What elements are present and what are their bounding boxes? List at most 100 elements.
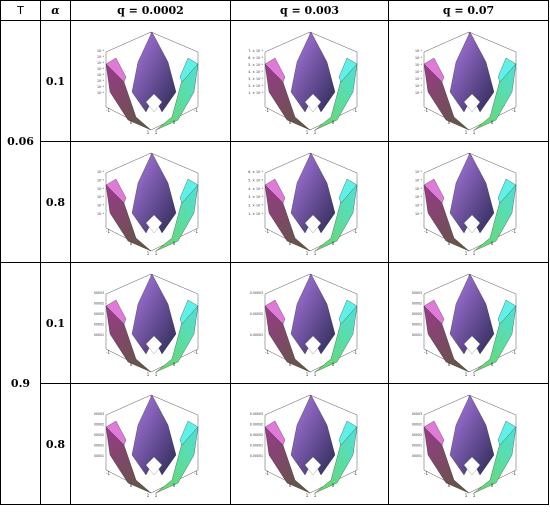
xy-tick-label: -1 <box>106 471 110 476</box>
surface-left-peak <box>423 420 444 446</box>
xy-tick-label: 1 <box>146 251 149 256</box>
plot-box-edge <box>105 394 151 416</box>
z-tick-label: 2. × 10⁻⁵ <box>248 84 263 88</box>
xy-tick-label: 1 <box>472 130 475 135</box>
z-tick-label: 0.00002 <box>249 433 262 437</box>
surface-valley <box>145 214 162 234</box>
header-alpha: α <box>40 0 71 21</box>
xy-tick-label: 1 <box>313 130 316 135</box>
surface-right-peak <box>338 57 357 83</box>
xy-tick-label: -1 <box>194 350 198 355</box>
xy-tick-label: 0 <box>447 483 450 488</box>
z-tick-label: 10⁻⁵ <box>414 212 422 216</box>
xy-tick-label: 1 <box>464 372 467 377</box>
surface-plot-graphic: 00003 00002 00002 00001 00001 -1 0 1 -1 0 1 <box>93 394 198 498</box>
t-value-cell: 0.06 <box>0 20 41 263</box>
plot-box-edge <box>309 31 357 53</box>
xy-tick-label: -1 <box>512 471 516 476</box>
z-tick-label: 10⁻⁵ <box>96 73 104 77</box>
surface-right-peak <box>179 178 198 204</box>
xy-tick-label: -1 <box>106 350 110 355</box>
surface-valley <box>463 456 480 476</box>
xy-tick-label: 0 <box>331 362 334 367</box>
xy-tick-label: 0 <box>172 241 175 246</box>
z-tick-label: 10⁻⁵ <box>414 91 422 95</box>
surface-plot-graphic: 7. × 10⁻⁵ 6. × 10⁻⁵ 5. × 10⁻⁵ 4. × 10⁻⁵ 3. ×… <box>248 31 357 135</box>
z-tick-label: 10⁻⁵ <box>96 212 104 216</box>
surface-right-peak <box>179 299 198 325</box>
results-table: T α q = 0.0002 q = 0.003 q = 0.07 0.06 0… <box>0 0 549 505</box>
z-tick-label: 5. × 10⁻⁵ <box>248 63 263 67</box>
xy-tick-label: 0 <box>331 241 334 246</box>
z-tick-label: 10⁻⁵ <box>96 85 104 89</box>
surface-left-peak <box>105 57 126 83</box>
z-tick-label: 00001 <box>93 323 103 327</box>
surface-plot-graphic: 6. × 10⁻⁵ 5. × 10⁻⁵ 4. × 10⁻⁵ 3. × 10⁻⁵ 2. ×… <box>248 152 357 256</box>
z-tick-label: 3. × 10⁻⁵ <box>248 195 263 199</box>
plot-box-edge <box>468 273 516 295</box>
xy-tick-label: 0 <box>490 362 493 367</box>
t-value-cell: 0.9 <box>0 262 41 505</box>
xy-tick-label: 0 <box>331 120 334 125</box>
xy-tick-label: -1 <box>353 350 357 355</box>
plot-box-edge <box>423 273 469 295</box>
xy-tick-label: -1 <box>512 350 516 355</box>
z-tick-label: 10⁻⁵ <box>96 187 104 191</box>
surface-plot-graphic: 00003 00002 00002 00001 00001 -1 0 1 -1 0 1 <box>93 273 198 377</box>
surface-valley <box>304 93 321 113</box>
header-q-2: q = 0.003 <box>230 0 389 21</box>
surface-plot-graphic: 10⁻⁵ 10⁻⁵ 10⁻⁵ 10⁻⁵ 10⁻⁵ 10⁻⁵ -1 0 1 -1 0 1 <box>414 152 516 256</box>
alpha-value-cell: 0.1 <box>40 262 71 384</box>
xy-tick-label: -1 <box>512 229 516 234</box>
surface-right-peak <box>497 178 516 204</box>
z-tick-label: 00002 <box>411 433 421 437</box>
z-tick-label: 00002 <box>93 302 103 306</box>
z-tick-label: 00002 <box>93 312 103 316</box>
z-tick-label: 10⁻⁵ <box>414 187 422 191</box>
xy-tick-label: -1 <box>106 108 110 113</box>
z-tick-label: 10⁻⁵ <box>96 91 104 95</box>
xy-tick-label: -1 <box>424 229 428 234</box>
surface-plot: 00003 00002 00002 00001 00001 -1 0 1 -1 0 1 <box>394 385 544 503</box>
xy-tick-label: 1 <box>146 372 149 377</box>
surface-plot: 0.00003 0.00002 0.00001 -1 0 1 -1 0 1 <box>235 264 385 382</box>
surface-plot: 10⁻⁵ 10⁻⁵ 10⁻⁵ 10⁻⁵ 10⁻⁵ 10⁻⁵ 10⁻⁵ 10⁻⁵ -1 0 1 -1 0 1 <box>76 22 226 140</box>
surface-right-peak <box>179 57 198 83</box>
header-q-3: q = 0.07 <box>388 0 549 21</box>
xy-tick-label: 1 <box>472 251 475 256</box>
header-row: T α q = 0.0002 q = 0.003 q = 0.07 <box>0 0 549 21</box>
xy-tick-label: 0 <box>490 483 493 488</box>
z-tick-label: 10⁻⁵ <box>414 204 422 208</box>
xy-tick-label: -1 <box>424 350 428 355</box>
z-tick-label: 0.00001 <box>249 454 262 458</box>
xy-tick-label: -1 <box>424 471 428 476</box>
xy-tick-label: 1 <box>154 493 157 498</box>
z-tick-label: 10⁻⁵ <box>414 49 422 53</box>
z-tick-label: 00003 <box>411 291 421 295</box>
xy-tick-label: 1 <box>305 130 308 135</box>
xy-tick-label: 0 <box>172 483 175 488</box>
surface-plot-graphic: 0.00003 0.00002 0.00002 0.00001 0.00001 -1 0 1 -… <box>249 394 357 498</box>
xy-tick-label: -1 <box>265 229 269 234</box>
table-row: 0.9 0.1 00003 00002 00002 00001 00001 -1 0 1 -1 0… <box>0 262 549 505</box>
xy-tick-label: 1 <box>146 493 149 498</box>
z-tick-label: 00001 <box>411 444 421 448</box>
surface-valley <box>463 335 480 355</box>
surface-valley <box>304 214 321 234</box>
surface-plot-cell: 0.00003 0.00002 0.00002 0.00001 0.00001 -1 0 1 -… <box>230 383 389 505</box>
z-tick-label: 10⁻⁵ <box>414 84 422 88</box>
xy-tick-label: 1 <box>464 493 467 498</box>
xy-tick-label: 0 <box>129 241 132 246</box>
z-tick-label: 00001 <box>93 444 103 448</box>
z-tick-label: 1. × 10⁻⁵ <box>248 212 263 216</box>
z-tick-label: 00001 <box>411 454 421 458</box>
surface-right-peak <box>338 299 357 325</box>
surface-valley <box>145 335 162 355</box>
surface-plot: 10⁻⁵ 10⁻⁵ 10⁻⁵ 10⁻⁵ 10⁻⁵ 10⁻⁵ -1 0 1 -1 0 1 <box>394 143 544 261</box>
surface-valley <box>304 335 321 355</box>
surface-plot: 6. × 10⁻⁵ 5. × 10⁻⁵ 4. × 10⁻⁵ 3. × 10⁻⁵ 2. ×… <box>235 143 385 261</box>
surface-right-peak <box>338 420 357 446</box>
z-tick-label: 00001 <box>411 323 421 327</box>
z-tick-label: 00001 <box>93 454 103 458</box>
xy-tick-label: 0 <box>288 120 291 125</box>
